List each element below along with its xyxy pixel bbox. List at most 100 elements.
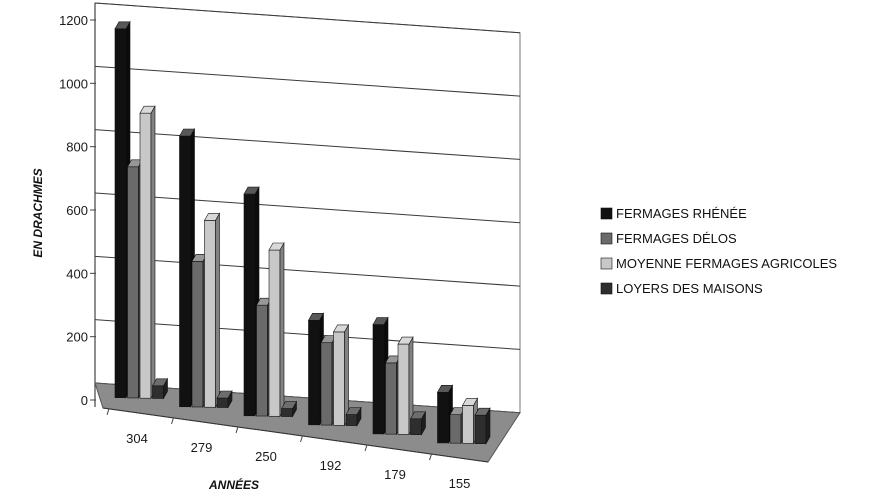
bar-front [345, 414, 358, 426]
x-tick-label: 250 [255, 449, 277, 464]
y-axis-label: EN DRACHMES [31, 168, 45, 257]
bar-front [281, 408, 293, 417]
x-tick-label: 279 [191, 440, 213, 455]
bar-front [372, 324, 385, 435]
legend-label: LOYERS DES MAISONS [616, 281, 763, 296]
y-tick-label: 600 [66, 203, 88, 218]
y-tick-label: 800 [66, 140, 88, 155]
bar-side [150, 105, 156, 400]
legend-item: LOYERS DES MAISONS [600, 281, 763, 296]
bar-front [204, 220, 216, 408]
bar-front [243, 193, 256, 417]
gridline [94, 2, 521, 34]
bar-top [203, 213, 221, 221]
bar-top [151, 378, 169, 387]
legend-swatch [600, 232, 613, 245]
bar-top [397, 336, 414, 345]
x-tick-mark [171, 417, 174, 425]
gridline [94, 255, 521, 287]
bar-top [436, 384, 454, 393]
bar-top [307, 312, 325, 321]
bar [203, 212, 221, 409]
x-tick-label: 155 [449, 476, 471, 491]
x-tick-mark [235, 426, 239, 434]
x-tick-mark [300, 435, 303, 443]
bar-front [152, 385, 164, 399]
x-tick-mark [106, 408, 110, 415]
legend-item: FERMAGES DÉLOS [600, 231, 737, 246]
bar-front [268, 249, 281, 417]
legend-label: FERMAGES DÉLOS [616, 231, 737, 246]
bar-top [268, 242, 285, 251]
bar [268, 241, 285, 418]
bar-front [333, 331, 345, 426]
bar-front [127, 166, 139, 399]
bar-side [279, 241, 285, 418]
x-axis-line [102, 407, 489, 463]
legend: FERMAGES RHÉNÉE FERMAGES DÉLOS MOYENNE FER… [600, 206, 837, 296]
bar [345, 406, 362, 427]
bar-top [474, 407, 491, 416]
bar [332, 323, 350, 427]
legend-label: FERMAGES RHÉNÉE [616, 206, 747, 221]
bar-front [437, 391, 449, 444]
bar [151, 377, 169, 400]
y-tick-label: 1000 [59, 76, 88, 91]
bar-top [280, 401, 298, 409]
bar-top [332, 324, 350, 333]
bar-top [461, 398, 479, 406]
x-tick-label: 179 [384, 467, 406, 482]
bar-front [191, 261, 204, 408]
y-tick-label: 400 [66, 266, 88, 281]
bar-top [216, 390, 233, 399]
bar-side [344, 323, 349, 427]
y-tick-label: 0 [81, 393, 88, 408]
legend-swatch [600, 257, 613, 270]
bar-front [397, 343, 410, 435]
x-axis-label: ANNÉES [208, 477, 259, 492]
bar [474, 407, 491, 445]
x-tick-label: 304 [126, 431, 148, 446]
bar-front [139, 112, 152, 399]
bar [139, 105, 156, 400]
legend-item: MOYENNE FERMAGES AGRICOLES [600, 256, 837, 271]
x-axis-ticks: 304 279 250 192 179 155 [106, 408, 471, 491]
legend-swatch [600, 282, 613, 295]
gridline [94, 129, 521, 160]
bar-front [216, 397, 229, 408]
bar-front [179, 135, 191, 408]
bar-front [256, 304, 268, 417]
y-axis-ticks: 0 200 400 600 800 1000 1200 [59, 13, 96, 408]
bar-front [449, 414, 462, 444]
legend-item: FERMAGES RHÉNÉE [600, 206, 747, 221]
bar-top [243, 186, 260, 195]
x-tick-mark [364, 444, 368, 452]
bar-top [139, 105, 156, 114]
gridline [94, 319, 521, 350]
bar-front [114, 28, 127, 398]
bar-top [345, 407, 362, 415]
bar-top [372, 317, 389, 325]
bar-front [462, 405, 474, 444]
bar [409, 410, 427, 436]
bar-top [114, 21, 131, 30]
bars-layer [114, 20, 491, 445]
gridline [94, 192, 521, 224]
y-tick-label: 1200 [59, 13, 88, 28]
x-tick-label: 192 [320, 458, 342, 473]
bar-front [320, 342, 333, 426]
bar-top [178, 128, 196, 137]
bar [280, 400, 298, 418]
x-tick-mark [429, 453, 432, 461]
bar-front [385, 362, 397, 435]
bar-top [409, 411, 427, 420]
legend-label: MOYENNE FERMAGES AGRICOLES [616, 256, 837, 271]
bar [216, 389, 233, 409]
legend-swatch [600, 207, 613, 220]
gridline [94, 65, 521, 97]
bar-side [215, 212, 220, 409]
bar-front [474, 414, 487, 444]
bar-front [410, 418, 422, 435]
y-tick-label: 200 [66, 330, 88, 345]
